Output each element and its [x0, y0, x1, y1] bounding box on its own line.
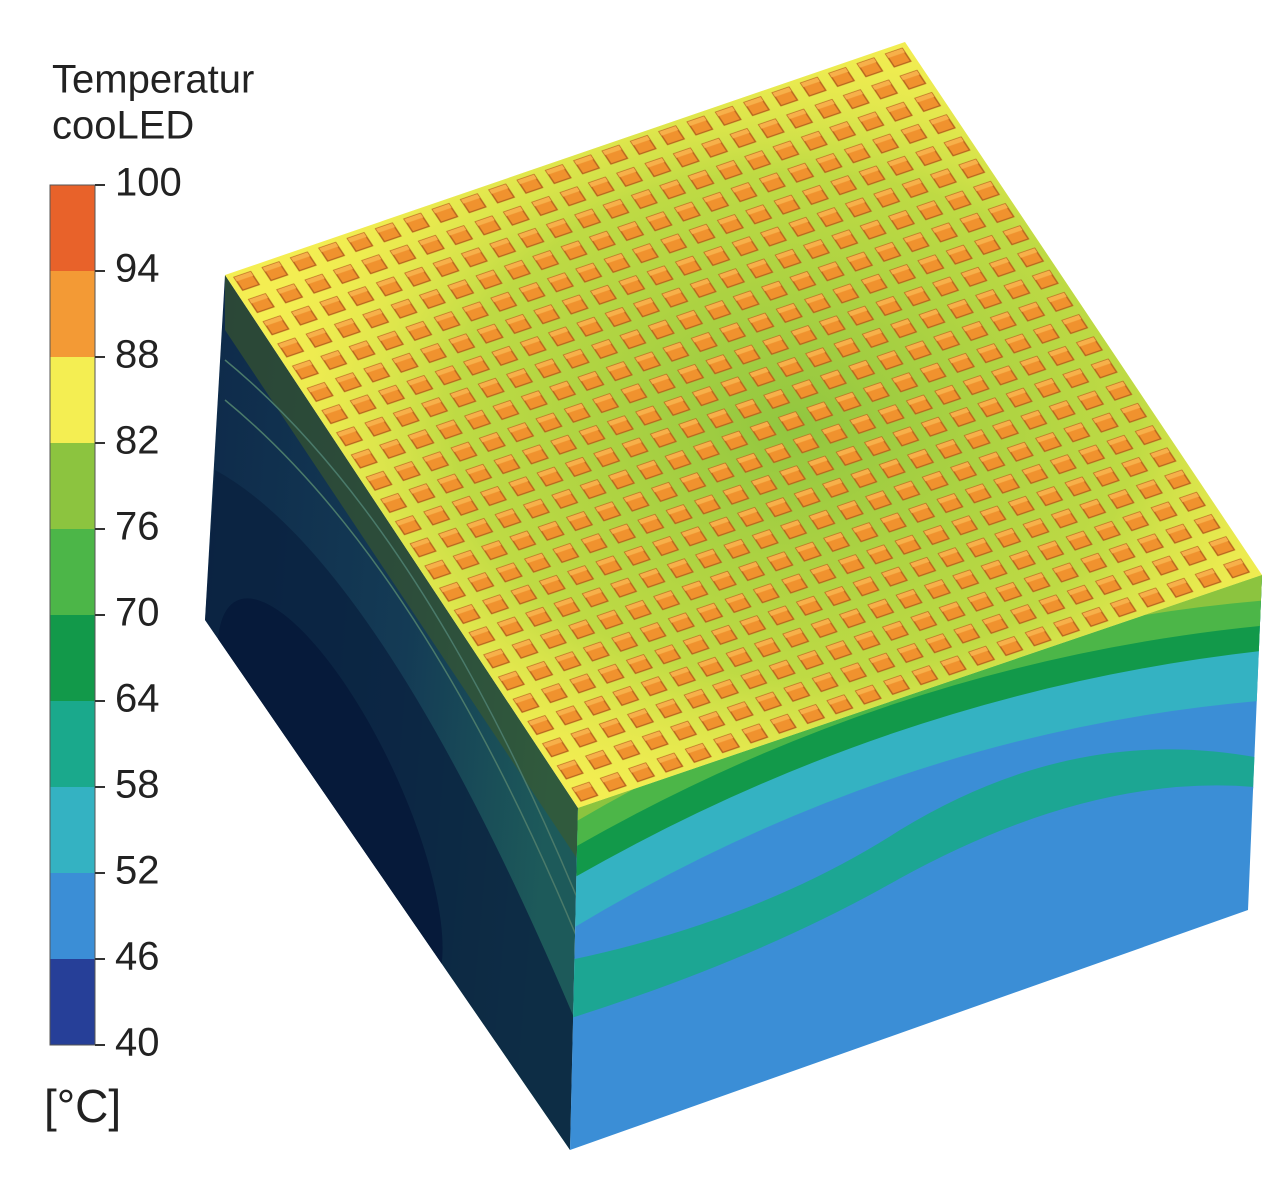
colorbar-band — [50, 615, 95, 701]
colorbar-band — [50, 185, 95, 271]
colorbar-band — [50, 873, 95, 959]
tick-label: 70 — [115, 591, 160, 635]
colorbar-band — [50, 701, 95, 787]
colorbar-band — [50, 529, 95, 615]
led-array — [225, 41, 1258, 809]
tick-label: 46 — [115, 935, 160, 979]
tick-label: 94 — [115, 247, 160, 291]
colorbar-band — [50, 787, 95, 873]
legend-title: Temperatur — [52, 58, 254, 102]
tick-label: 100 — [115, 161, 182, 205]
legend: Temperatur cooLED [°C] 100 94 88 82 76 70 64 58… — [44, 58, 254, 1133]
legend-subtitle: cooLED — [52, 104, 194, 148]
tick-label: 88 — [115, 333, 160, 377]
tick-label: 82 — [115, 419, 160, 463]
tick-label: 58 — [115, 763, 160, 807]
tick-label: 52 — [115, 849, 160, 893]
tick-label: 76 — [115, 505, 160, 549]
block — [205, 41, 1262, 1150]
colorbar-band — [50, 959, 95, 1045]
tick-label: 64 — [115, 677, 160, 721]
colorbar-band — [50, 357, 95, 443]
legend-unit: [°C] — [44, 1080, 121, 1132]
tick-label: 40 — [115, 1021, 160, 1065]
colorbar-band — [50, 271, 95, 357]
colorbar-band — [50, 443, 95, 529]
